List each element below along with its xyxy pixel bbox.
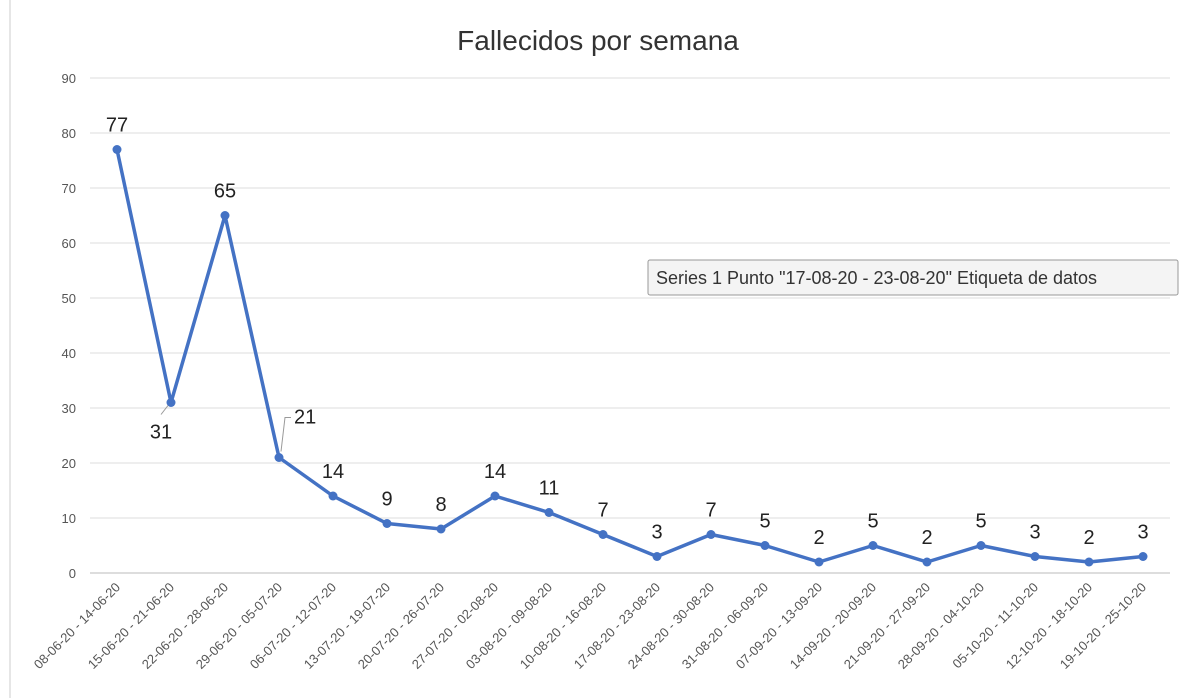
point [814, 557, 824, 567]
point [544, 508, 554, 517]
point [166, 398, 176, 407]
point [760, 541, 770, 550]
y-tick-label: 40 [62, 346, 76, 361]
y-tick-label: 70 [62, 181, 76, 196]
data-label: 65 [214, 181, 236, 203]
point [1030, 552, 1040, 561]
point [922, 557, 932, 567]
data-label: 14 [484, 461, 506, 483]
tooltip: Series 1 Punto "17-08-20 - 23-08-20" Eti… [656, 268, 1097, 288]
point [598, 530, 608, 539]
y-tick-label: 30 [62, 401, 76, 416]
data-label: 7 [705, 500, 716, 522]
point [706, 530, 716, 539]
x-tick-label: 08-06-20 - 14-06-20 [31, 580, 123, 672]
y-tick-label: 50 [62, 291, 76, 306]
tooltip-box [647, 259, 1179, 296]
chart-title: Fallecidos por semana [457, 25, 739, 56]
y-tick-label: 0 [69, 566, 76, 581]
data-label: 31 [150, 422, 172, 444]
data-label: 5 [867, 511, 878, 533]
line [115, 149, 1144, 564]
y-tick-label: 60 [62, 236, 76, 251]
data-label: 2 [813, 527, 824, 549]
data-label: 8 [435, 494, 446, 516]
point [976, 541, 986, 550]
data-label: 7 [597, 500, 608, 522]
point [274, 453, 284, 462]
point [1084, 557, 1094, 567]
point [112, 145, 122, 154]
point [328, 491, 338, 501]
data-label: 3 [1137, 522, 1148, 544]
data-label: 21 [294, 407, 316, 429]
data-label: 3 [651, 522, 662, 544]
data-label: 5 [759, 511, 770, 533]
point [490, 491, 500, 501]
data-label: 2 [921, 527, 932, 549]
point [652, 552, 662, 561]
leader-line [280, 417, 291, 452]
point [436, 524, 446, 534]
data-label: 77 [106, 115, 128, 137]
y-tick-label: 10 [62, 511, 76, 526]
point [1138, 552, 1148, 561]
data-label: 14 [322, 461, 344, 483]
y-tick-label: 20 [62, 456, 76, 471]
leader-line [160, 405, 169, 415]
point [382, 519, 392, 528]
data-label: 5 [975, 511, 986, 533]
y-tick-label: 80 [62, 126, 76, 141]
data-label: 11 [539, 478, 560, 500]
y-tick-label: 90 [62, 71, 76, 86]
data-label: 3 [1029, 522, 1040, 544]
data-label: 2 [1083, 527, 1094, 549]
point [868, 541, 878, 550]
point [220, 211, 230, 220]
data-label: 9 [381, 489, 392, 511]
